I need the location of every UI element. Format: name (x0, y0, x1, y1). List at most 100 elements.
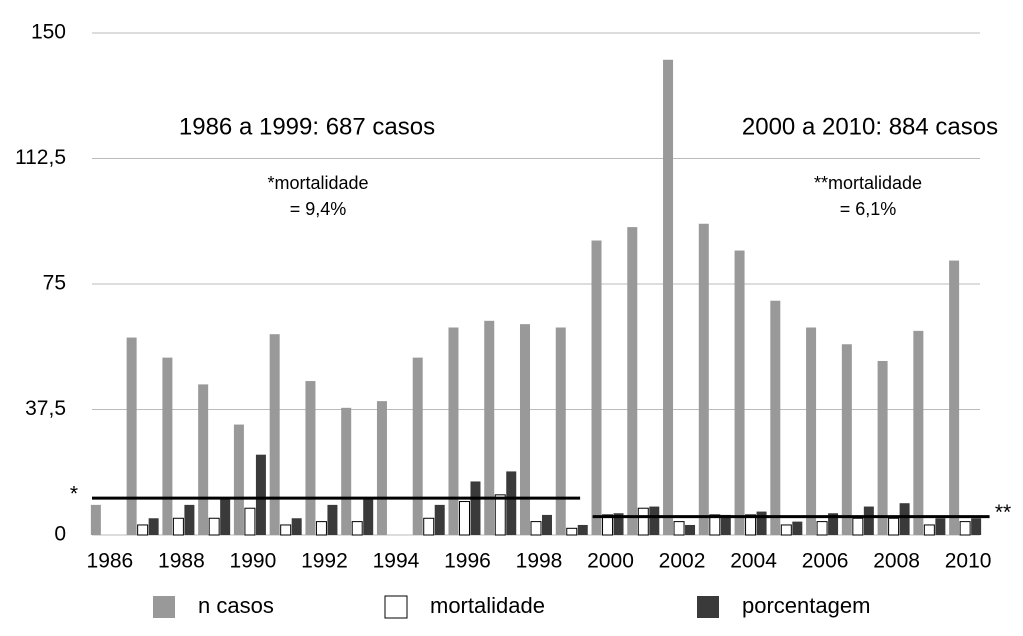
bar (935, 518, 946, 535)
bar (208, 517, 220, 536)
bar (555, 327, 566, 535)
annotation: = 6,1% (840, 199, 897, 219)
legend-label: porcentagem (742, 593, 870, 618)
x-tick-label: 1994 (373, 550, 420, 573)
bar (542, 514, 553, 535)
legend-swatch (153, 596, 175, 618)
bar (649, 506, 660, 535)
bar (423, 517, 435, 536)
bar (494, 494, 506, 536)
bar (673, 521, 685, 536)
bar (412, 357, 423, 535)
x-tick-label: 1992 (301, 550, 348, 573)
bar (663, 59, 674, 535)
bar (591, 240, 602, 535)
x-tick-label: 1998 (516, 550, 563, 573)
reference-label: ** (995, 501, 1011, 524)
bar (484, 320, 495, 535)
bar (280, 524, 292, 536)
bar (233, 424, 244, 535)
bar (828, 513, 839, 535)
bar (949, 260, 960, 535)
y-tick-label: 37,5 (25, 397, 66, 420)
bar (269, 334, 280, 535)
bar (351, 521, 363, 536)
bar (458, 501, 470, 536)
bar (792, 521, 803, 535)
x-tick-label: 2006 (802, 550, 849, 573)
bar (888, 517, 900, 536)
bar (137, 524, 149, 536)
bar (255, 454, 266, 535)
bar (341, 407, 352, 535)
bar (841, 344, 852, 535)
bar (913, 330, 924, 535)
x-tick-label: 2008 (873, 550, 920, 573)
bar (566, 527, 578, 536)
bar (305, 381, 316, 535)
bar (745, 514, 757, 536)
bar (971, 518, 982, 535)
bar (90, 504, 101, 535)
bar (863, 506, 874, 535)
annotation: 2000 a 2010: 884 casos (742, 113, 998, 140)
x-tick-label: 1986 (87, 550, 134, 573)
bar (899, 503, 910, 535)
x-tick-label: 1988 (158, 550, 205, 573)
bar (923, 524, 935, 536)
legend-label: mortalidade (430, 593, 545, 618)
annotation: = 9,4% (290, 199, 347, 219)
legend-swatch (384, 595, 408, 619)
y-tick-label: 112,5 (15, 146, 66, 169)
bar (685, 524, 696, 535)
bar (470, 481, 481, 535)
bar (363, 498, 374, 535)
reference-label: * (70, 483, 78, 506)
bar (315, 521, 327, 536)
bar (184, 504, 195, 535)
bar (172, 517, 184, 536)
x-tick-label: 2004 (730, 550, 777, 573)
bar (852, 517, 864, 536)
y-tick-label: 75 (43, 272, 66, 295)
bar (220, 498, 231, 535)
bar (806, 327, 817, 535)
bar (244, 507, 256, 536)
bar (376, 401, 387, 535)
x-tick-label: 1996 (444, 550, 491, 573)
bar (148, 518, 159, 535)
bar (577, 524, 588, 535)
bar (434, 504, 445, 535)
bar (877, 360, 888, 535)
bar (709, 514, 721, 536)
bar (959, 521, 971, 536)
bar (291, 518, 302, 535)
bar (613, 513, 624, 535)
bar (698, 223, 709, 535)
bar (162, 357, 173, 535)
bar (627, 227, 638, 535)
annotation: 1986 a 1999: 687 casos (179, 113, 435, 140)
bar (519, 324, 530, 535)
x-tick-label: 1990 (230, 550, 277, 573)
bar (780, 524, 792, 536)
bar (327, 504, 338, 535)
y-tick-label: 150 (31, 21, 66, 44)
annotation: *mortalidade (267, 173, 368, 193)
bar (602, 514, 614, 536)
x-tick-label: 2000 (587, 550, 634, 573)
bar (448, 327, 459, 535)
annotation: **mortalidade (814, 173, 922, 193)
bar (530, 521, 542, 536)
y-tick-label: 0 (54, 523, 66, 546)
bar (126, 337, 137, 535)
bar (720, 514, 731, 535)
x-tick-label: 2002 (659, 550, 706, 573)
bar (637, 507, 649, 536)
legend-label: n casos (198, 593, 274, 618)
bar (756, 511, 767, 535)
legend-swatch (697, 596, 719, 618)
bar (770, 300, 781, 535)
bar (198, 384, 209, 535)
